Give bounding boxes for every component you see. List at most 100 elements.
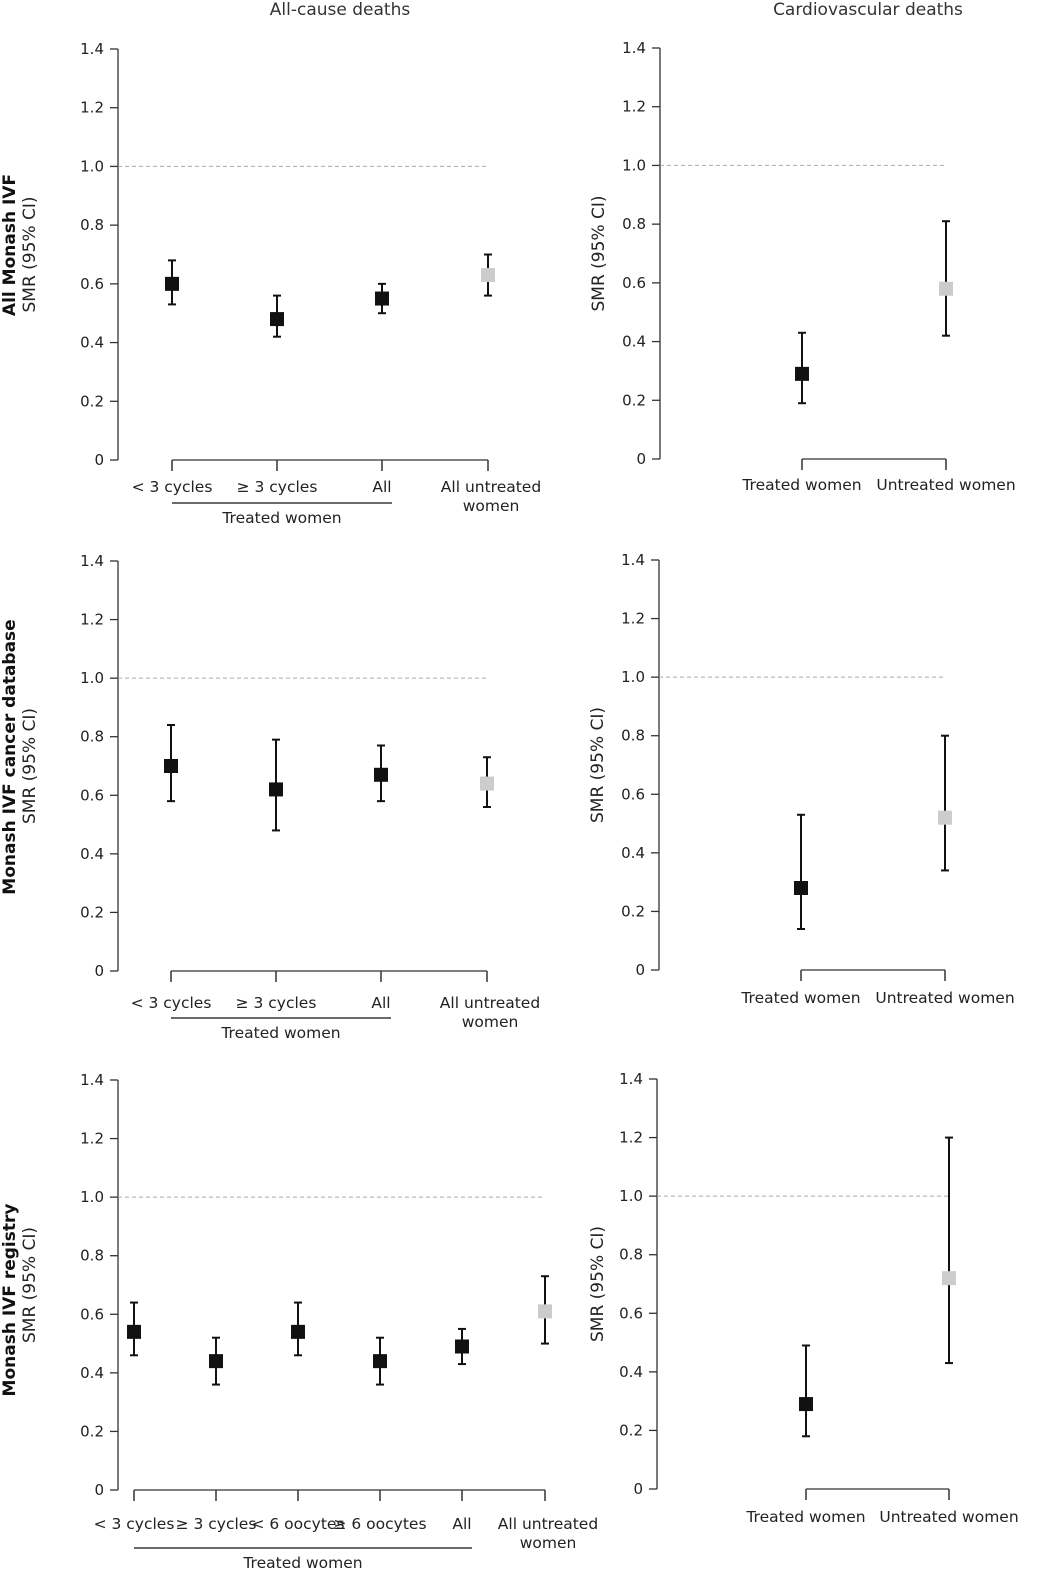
x-category-label: < 3 cycles bbox=[131, 994, 212, 1012]
y-tick-label: 0.8 bbox=[621, 727, 645, 745]
chart-panel-6: 0 0.2 0.4 0.6 0.8 1.0 1.2 1.4 SMR (95% CI) Treate… bbox=[588, 1070, 1019, 1526]
y-tick-label: 0.4 bbox=[621, 844, 645, 862]
y-tick-label: 0.2 bbox=[80, 392, 104, 410]
y-tick-label: 0.6 bbox=[619, 1304, 643, 1322]
y-tick-label: 1.4 bbox=[621, 551, 645, 569]
y-tick-label: 0.8 bbox=[80, 728, 104, 746]
column-title-all-cause: All-cause deaths bbox=[270, 0, 411, 20]
y-tick-label: 1.0 bbox=[80, 1188, 104, 1206]
x-category-label: < 3 cycles bbox=[132, 478, 213, 496]
group-label: Treated women bbox=[242, 1554, 362, 1572]
data-point-untreated bbox=[942, 1271, 956, 1286]
y-tick-label: 1.2 bbox=[80, 99, 104, 117]
y-tick-label: 1.0 bbox=[622, 156, 646, 174]
data-point-treated bbox=[794, 881, 808, 895]
y-tick-label: 0 bbox=[94, 962, 104, 980]
y-tick-label: 1.4 bbox=[619, 1070, 643, 1088]
y-tick-label: 0.6 bbox=[80, 275, 104, 293]
x-category-label: ≥ 3 cycles bbox=[176, 1515, 257, 1533]
y-tick-label: 1.2 bbox=[80, 1130, 104, 1148]
data-point-untreated bbox=[481, 268, 495, 283]
x-category-label: All untreated bbox=[441, 478, 541, 496]
group-label: Treated women bbox=[220, 1024, 340, 1042]
y-tick-label: 0.2 bbox=[80, 903, 104, 921]
x-category-label: < 3 cycles bbox=[94, 1515, 175, 1533]
data-point-treated bbox=[375, 291, 389, 306]
y-tick-label: 0 bbox=[635, 961, 645, 979]
y-tick-label: 0 bbox=[94, 1481, 104, 1499]
data-point-treated bbox=[455, 1339, 469, 1354]
y-tick-label: 0.8 bbox=[622, 215, 646, 233]
y-tick-label: 0.6 bbox=[621, 785, 645, 803]
data-point-treated bbox=[270, 312, 284, 327]
y-tick-label: 0.4 bbox=[622, 333, 646, 351]
group-label: Treated women bbox=[221, 509, 341, 527]
data-point-treated bbox=[795, 366, 809, 381]
y-tick-label: 1.4 bbox=[80, 1071, 104, 1089]
y-tick-label: 1.4 bbox=[622, 39, 646, 57]
data-point-treated bbox=[127, 1324, 141, 1339]
y-tick-label: 0.4 bbox=[80, 1364, 104, 1382]
x-category-label: All untreated bbox=[498, 1515, 598, 1533]
x-category-label: All bbox=[372, 478, 391, 496]
data-point-untreated bbox=[939, 281, 953, 296]
x-category-label: Untreated women bbox=[879, 1508, 1018, 1526]
row-label-registry: Monash IVF registry bbox=[0, 1204, 20, 1397]
y-tick-label: 1.0 bbox=[80, 669, 104, 687]
y-tick-label: 1.2 bbox=[622, 98, 646, 116]
y-tick-label: 0 bbox=[94, 451, 104, 469]
x-category-label: women bbox=[520, 1534, 577, 1552]
x-category-label: < 6 oocytes bbox=[251, 1515, 344, 1533]
y-tick-label: 0.8 bbox=[619, 1246, 643, 1264]
y-tick-label: 1.4 bbox=[80, 40, 104, 58]
y-axis-label: SMR (95% CI) bbox=[588, 707, 608, 823]
row-label-all-monash: All Monash IVF bbox=[0, 174, 20, 316]
y-tick-label: 0.4 bbox=[80, 334, 104, 352]
data-point-treated bbox=[374, 767, 388, 782]
y-axis-label: SMR (95% CI) bbox=[589, 195, 609, 311]
chart-panel-2: 0 0.2 0.4 0.6 0.8 1.0 1.2 1.4 SMR (95% CI) Treate… bbox=[589, 39, 1016, 494]
data-point-treated bbox=[269, 782, 283, 797]
chart-panel-5: 0 0.2 0.4 0.6 0.8 1.0 1.2 1.4 SMR (95% CI) < 3 cy… bbox=[20, 1071, 598, 1572]
y-axis-label: SMR (95% CI) bbox=[588, 1226, 608, 1342]
x-category-label: All bbox=[452, 1515, 471, 1533]
x-category-label: ≥ 6 oocytes bbox=[333, 1515, 426, 1533]
y-tick-label: 1.2 bbox=[619, 1129, 643, 1147]
y-tick-label: 0.6 bbox=[622, 274, 646, 292]
y-axis-label: SMR (95% CI) bbox=[20, 196, 40, 312]
x-category-label: All bbox=[371, 994, 390, 1012]
y-tick-label: 0.8 bbox=[80, 1247, 104, 1265]
y-tick-label: 0.2 bbox=[622, 391, 646, 409]
y-tick-label: 0.6 bbox=[80, 786, 104, 804]
x-category-label: ≥ 3 cycles bbox=[236, 994, 317, 1012]
y-tick-label: 0.2 bbox=[80, 1422, 104, 1440]
y-axis-label: SMR (95% CI) bbox=[20, 708, 40, 824]
x-category-label: ≥ 3 cycles bbox=[237, 478, 318, 496]
y-axis-label: SMR (95% CI) bbox=[20, 1227, 40, 1343]
y-tick-label: 1.2 bbox=[80, 611, 104, 629]
data-point-untreated bbox=[538, 1304, 552, 1319]
y-tick-label: 0.2 bbox=[619, 1421, 643, 1439]
y-tick-label: 0.4 bbox=[80, 845, 104, 863]
x-category-label: Untreated women bbox=[876, 476, 1015, 494]
x-category-label: All untreated bbox=[440, 994, 540, 1012]
chart-panel-1: 0 0.2 0.4 0.6 0.8 1.0 1.2 1.4 SMR (95% CI) < 3 cy… bbox=[20, 40, 541, 527]
chart-panel-3: 0 0.2 0.4 0.6 0.8 1.0 1.2 1.4 SMR (95% CI) < 3 cy… bbox=[20, 552, 540, 1042]
y-tick-label: 0.2 bbox=[621, 902, 645, 920]
data-point-treated bbox=[209, 1354, 223, 1369]
data-point-treated bbox=[165, 276, 179, 291]
data-point-untreated bbox=[480, 776, 494, 791]
x-category-label: Treated women bbox=[745, 1508, 865, 1526]
column-title-cardiovascular: Cardiovascular deaths bbox=[773, 0, 963, 20]
y-tick-label: 1.0 bbox=[621, 668, 645, 686]
y-tick-label: 0.6 bbox=[80, 1305, 104, 1323]
chart-panel-4: 0 0.2 0.4 0.6 0.8 1.0 1.2 1.4 SMR (95% CI) Treate… bbox=[588, 551, 1015, 1007]
y-tick-label: 0 bbox=[633, 1480, 643, 1498]
y-tick-label: 0 bbox=[636, 450, 646, 468]
data-point-treated bbox=[799, 1397, 813, 1412]
row-label-cancer-database: Monash IVF cancer database bbox=[0, 619, 20, 894]
y-tick-label: 0.8 bbox=[80, 216, 104, 234]
y-tick-label: 1.0 bbox=[80, 157, 104, 175]
x-category-label: women bbox=[462, 1013, 519, 1031]
